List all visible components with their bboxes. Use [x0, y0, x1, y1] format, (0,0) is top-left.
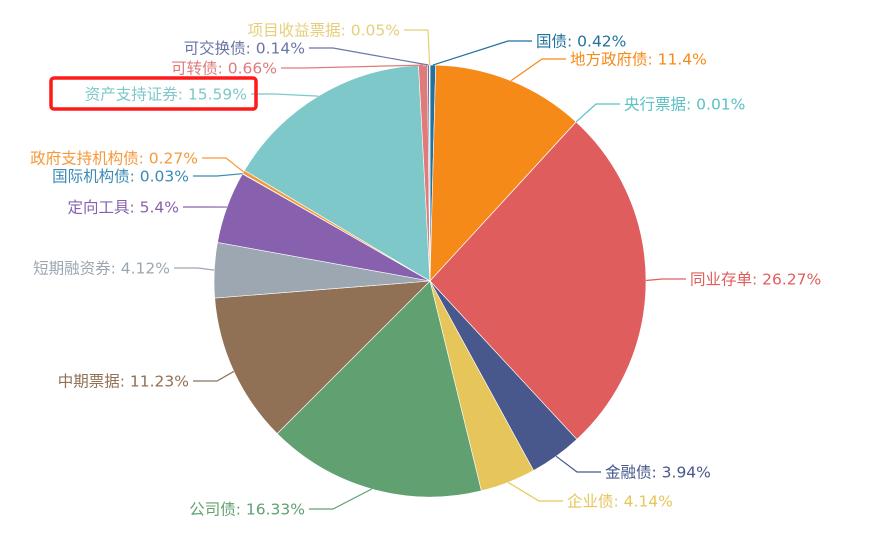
- slice-labels: 国债: 0.42%地方政府债: 11.4% 央行票据: 0.01% 同业存单: 26…: [30, 22, 821, 519]
- pie-slices: [213, 64, 647, 498]
- leader-line: [193, 370, 235, 382]
- leader-line: [193, 173, 243, 177]
- leader-line: [507, 481, 563, 502]
- slice-label: 资产支持证券: 15.59%: [85, 86, 247, 104]
- leader-line: [575, 103, 620, 123]
- leader-line: [309, 47, 429, 66]
- leader-line: [510, 58, 566, 82]
- pie-slice[interactable]: [244, 64, 431, 282]
- highlight-box: [49, 76, 258, 111]
- slice-label: 项目收益票据: 0.05%: [248, 22, 400, 40]
- slice-label: 金融债: 3.94%: [605, 464, 711, 482]
- slice-label: 地方政府债: 11.4%: [570, 51, 707, 69]
- pie-slice[interactable]: [276, 280, 482, 498]
- slice-label: 短期融资券: 4.12%: [33, 260, 170, 278]
- leader-line: [432, 40, 532, 66]
- pie-slice[interactable]: [214, 280, 431, 435]
- slice-label: 公司债: 16.33%: [189, 501, 305, 519]
- leader-line: [404, 29, 431, 66]
- slice-label: 可转债: 0.66%: [171, 60, 277, 78]
- slice-label: 定向工具: 5.4%: [67, 199, 179, 217]
- slice-label: 央行票据: 0.01%: [624, 96, 745, 114]
- slice-label: 国际机构债: 0.03%: [52, 168, 189, 186]
- leader-line: [174, 267, 215, 271]
- leader-line: [645, 278, 686, 282]
- leader-lines: [174, 29, 686, 510]
- leader-line: [281, 64, 423, 69]
- leader-line: [309, 488, 373, 510]
- slice-label: 企业债: 4.14%: [567, 493, 673, 511]
- slice-label: 同业存单: 26.27%: [690, 271, 821, 289]
- slice-label: 政府支持机构债: 0.27%: [30, 150, 198, 168]
- leader-line: [251, 93, 319, 97]
- slice-label: 中期票据: 11.23%: [58, 373, 189, 391]
- pie-slice[interactable]: [429, 64, 577, 282]
- slice-label: 国债: 0.42%: [536, 33, 626, 51]
- slice-label: 可交换债: 0.14%: [184, 40, 305, 58]
- leader-line: [555, 455, 601, 473]
- leader-line: [202, 157, 244, 173]
